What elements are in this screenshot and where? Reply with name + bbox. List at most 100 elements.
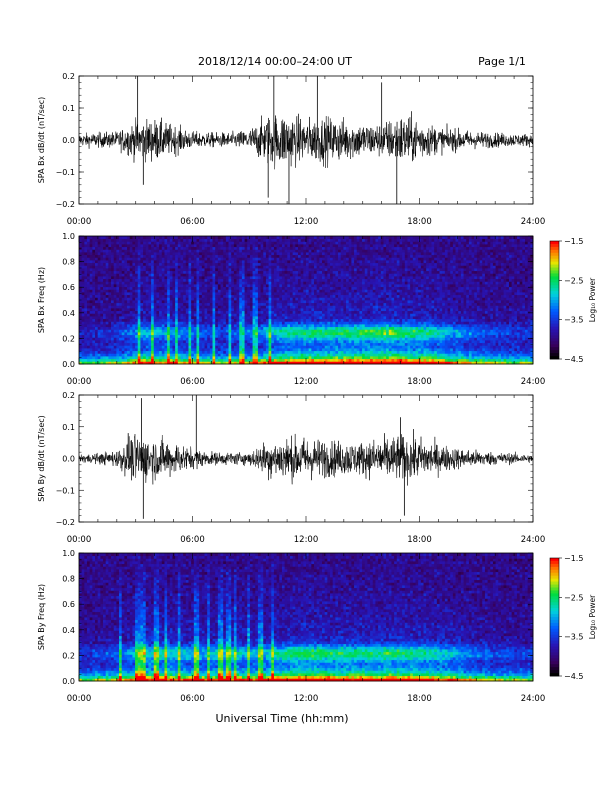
spectrogram-cell xyxy=(295,284,298,287)
spectrogram-cell xyxy=(87,281,90,284)
spectrogram-cell xyxy=(138,319,141,322)
spectrogram-cell xyxy=(330,329,333,332)
spectrogram-cell xyxy=(135,239,138,242)
spectrogram-cell xyxy=(295,241,298,244)
spectrogram-cell xyxy=(98,356,101,359)
spectrogram-cell xyxy=(178,327,181,330)
spectrogram-cell xyxy=(202,329,205,332)
spectrogram-cell xyxy=(293,303,296,306)
spectrogram-cell xyxy=(84,257,87,260)
spectrogram-cell xyxy=(319,247,322,250)
spectrogram-cell xyxy=(309,276,312,279)
spectrogram-cell xyxy=(140,332,143,335)
spectrogram-cell xyxy=(335,324,338,327)
spectrogram-cell xyxy=(135,265,138,268)
spectrogram-cell xyxy=(261,255,264,258)
spectrogram-cell xyxy=(148,249,151,252)
spectrogram-cell xyxy=(130,324,133,327)
spectrogram-cell xyxy=(205,260,208,263)
spectrogram-cell xyxy=(98,252,101,255)
spectrogram-cell xyxy=(79,353,82,356)
spectrogram-cell xyxy=(191,271,194,274)
spectrogram-cell xyxy=(207,255,210,258)
spectrogram-cell xyxy=(159,289,162,292)
spectrogram-cell xyxy=(140,249,143,252)
spectrogram-cell xyxy=(298,241,301,244)
spectrogram-cell xyxy=(343,311,346,314)
spectrogram-cell xyxy=(285,276,288,279)
spectrogram-cell xyxy=(319,337,322,340)
spectrogram-cell xyxy=(263,260,266,263)
spectrogram-cell xyxy=(178,345,181,348)
spectrogram-cell xyxy=(298,316,301,319)
spectrogram-cell xyxy=(90,319,93,322)
spectrogram-cell xyxy=(103,324,106,327)
spectrogram-cell xyxy=(180,316,183,319)
spectrogram-cell xyxy=(130,321,133,324)
spectrogram-cell xyxy=(306,303,309,306)
spectrogram-cell xyxy=(282,332,285,335)
spectrogram-cell xyxy=(242,345,245,348)
spectrogram-cell xyxy=(325,281,328,284)
spectrogram-cell xyxy=(314,313,317,316)
spectrogram-cell xyxy=(229,279,232,282)
spectrogram-cell xyxy=(114,257,117,260)
spectrogram-cell xyxy=(346,271,349,274)
spectrogram-cell xyxy=(122,265,125,268)
spectrogram-cell xyxy=(167,239,170,242)
spectrogram-cell xyxy=(325,257,328,260)
spectrogram-cell xyxy=(277,340,280,343)
spectrogram-cell xyxy=(226,329,229,332)
spectrogram-cell xyxy=(213,239,216,242)
spectrogram-cell xyxy=(333,297,336,300)
spectrogram-cell xyxy=(188,284,191,287)
spectrogram-cell xyxy=(106,268,109,271)
spectrogram-cell xyxy=(106,289,109,292)
spectrogram-cell xyxy=(199,324,202,327)
spectrogram-cell xyxy=(135,327,138,330)
spectrogram-cell xyxy=(108,268,111,271)
spectrogram-cell xyxy=(180,313,183,316)
spectrogram-cell xyxy=(130,308,133,311)
spectrogram-cell xyxy=(239,324,242,327)
spectrogram-cell xyxy=(170,295,173,298)
spectrogram-cell xyxy=(303,300,306,303)
spectrogram-cell xyxy=(87,279,90,282)
spectrogram-cell xyxy=(226,249,229,252)
spectrogram-cell xyxy=(293,249,296,252)
spectrogram-cell xyxy=(319,263,322,266)
spectrogram-cell xyxy=(245,311,248,314)
spectrogram-cell xyxy=(242,356,245,359)
spectrogram-cell xyxy=(271,273,274,276)
spectrogram-cell xyxy=(143,353,146,356)
spectrogram-cell xyxy=(271,319,274,322)
spectrogram-cell xyxy=(151,281,154,284)
spectrogram-cell xyxy=(271,265,274,268)
spectrogram-cell xyxy=(266,353,269,356)
spectrogram-cell xyxy=(311,303,314,306)
spectrogram-cell xyxy=(146,348,149,351)
spectrogram-cell xyxy=(183,292,186,295)
spectrogram-cell xyxy=(282,268,285,271)
spectrogram-cell xyxy=(279,324,282,327)
spectrogram-cell xyxy=(186,236,189,239)
spectrogram-cell xyxy=(148,292,151,295)
spectrogram-cell xyxy=(138,281,141,284)
spectrogram-cell xyxy=(226,319,229,322)
spectrogram-cell xyxy=(154,292,157,295)
spectrogram-cell xyxy=(114,329,117,332)
spectrogram-cell xyxy=(325,260,328,263)
spectrogram-cell xyxy=(285,252,288,255)
spectrogram-cell xyxy=(151,295,154,298)
spectrogram-cell xyxy=(202,241,205,244)
spectrogram-cell xyxy=(277,292,280,295)
spectrogram-cell xyxy=(338,239,341,242)
spectrogram-cell xyxy=(346,303,349,306)
spectrogram-cell xyxy=(130,273,133,276)
spectrogram-cell xyxy=(285,329,288,332)
spectrogram-cell xyxy=(143,308,146,311)
spectrogram-cell xyxy=(290,335,293,338)
spectrogram-cell xyxy=(205,305,208,308)
spectrogram-cell xyxy=(314,319,317,322)
spectrogram-cell xyxy=(111,255,114,258)
